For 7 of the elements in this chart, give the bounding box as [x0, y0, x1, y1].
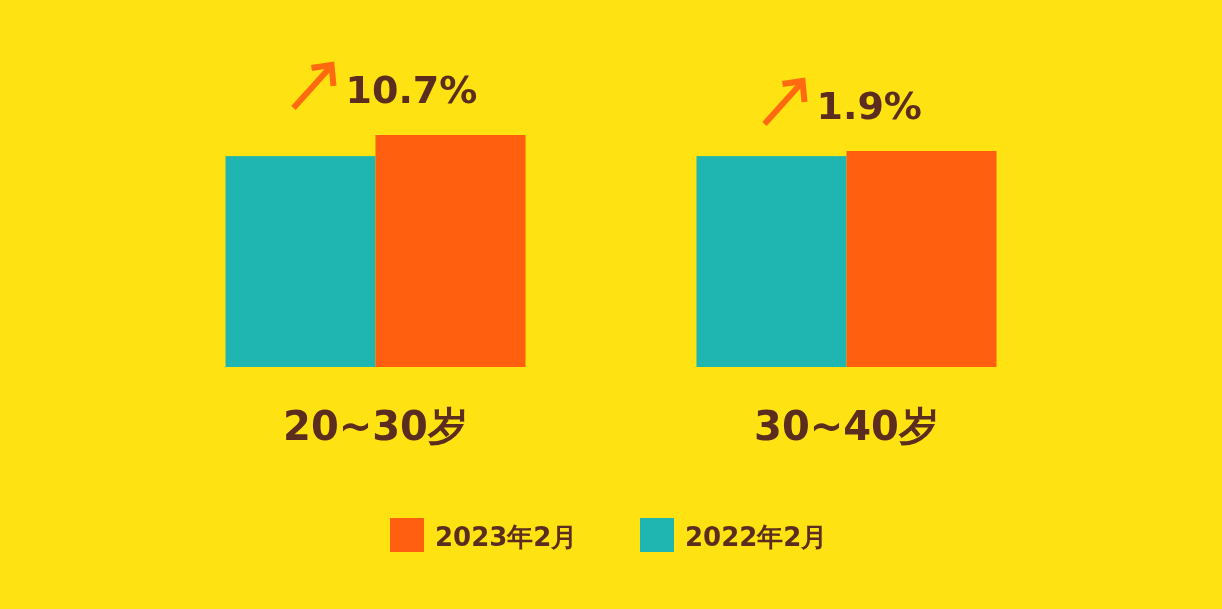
annotation: 10.7%	[345, 68, 478, 112]
legend-label: 2023年2月	[435, 522, 578, 552]
annotation: 1.9%	[816, 84, 922, 129]
x-tick-label: 30~40岁	[754, 403, 939, 449]
x-tick-label: 20~30岁	[283, 403, 468, 449]
plot: 20~30岁 30~40岁	[225, 135, 997, 449]
legend-label: 2022年2月	[685, 522, 828, 552]
